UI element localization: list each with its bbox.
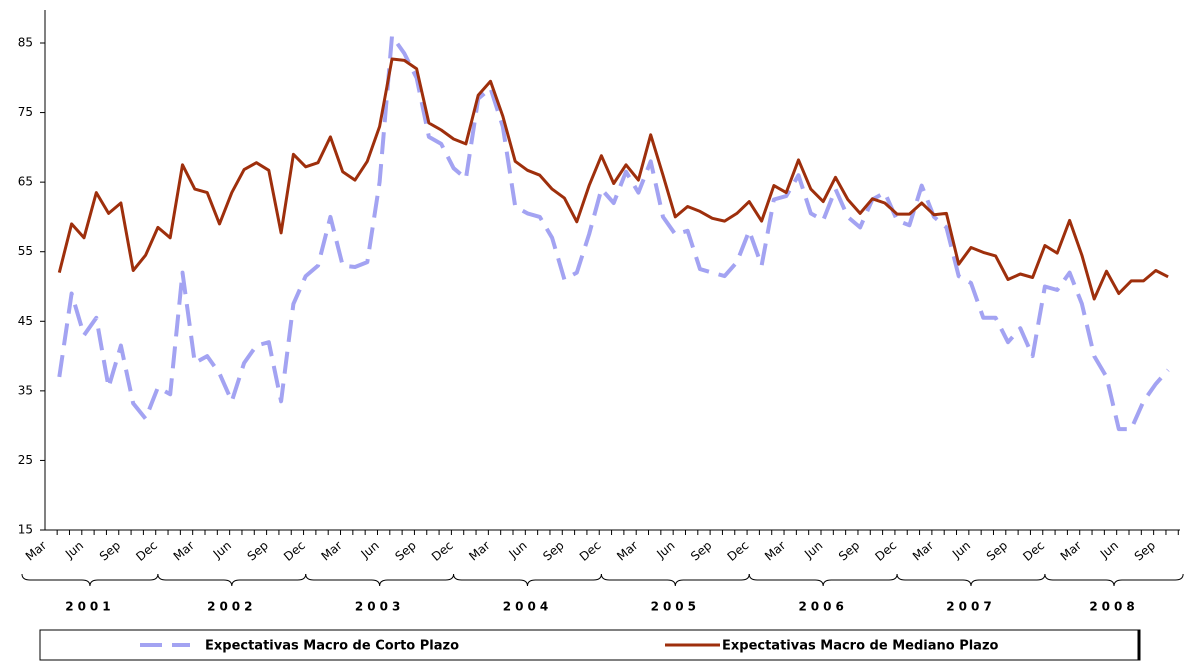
x-tick-label: Sep <box>836 538 862 563</box>
x-tick-label: Mar <box>23 538 49 563</box>
year-label: 2006 <box>798 600 847 614</box>
x-tick-label: Jun <box>949 538 973 561</box>
series-line <box>57 57 1169 301</box>
legend-label: Expectativas Macro de Mediano Plazo <box>722 639 999 654</box>
year-brace <box>21 573 159 587</box>
x-tick-label: Dec <box>872 538 899 564</box>
x-tick-label: Sep <box>984 538 1010 563</box>
year-brace <box>600 573 750 587</box>
y-tick-label: 45 <box>18 314 33 328</box>
y-tick-label: 25 <box>18 453 33 467</box>
x-tick-label: Mar <box>614 538 640 563</box>
x-tick-label: Mar <box>466 538 492 563</box>
x-tick-label: Mar <box>762 538 788 563</box>
x-tick-label: Sep <box>688 538 714 563</box>
year-label: 2002 <box>207 600 256 614</box>
x-tick-label: Dec <box>577 538 604 564</box>
year-brace <box>896 573 1046 587</box>
x-tick-label: Jun <box>62 538 86 561</box>
x-tick-label: Jun <box>653 538 677 561</box>
x-tick-label: Mar <box>910 538 936 563</box>
year-brace <box>157 573 307 587</box>
y-tick-label: 65 <box>18 175 33 189</box>
year-brace <box>305 573 455 587</box>
x-tick-label: Jun <box>358 538 382 561</box>
x-tick-label: Dec <box>133 538 160 564</box>
year-label: 2004 <box>503 600 552 614</box>
x-tick-label: Sep <box>245 538 271 563</box>
y-tick-label: 75 <box>18 105 33 119</box>
x-tick-label: Mar <box>171 538 197 563</box>
y-tick-label: 55 <box>18 244 33 258</box>
x-tick-label: Sep <box>540 538 566 563</box>
x-tick-label: Sep <box>392 538 418 563</box>
year-label: 2008 <box>1089 600 1138 614</box>
x-tick-label: Jun <box>1097 538 1121 561</box>
year-label: 2007 <box>946 600 995 614</box>
year-label: 2003 <box>355 600 404 614</box>
legend-label: Expectativas Macro de Corto Plazo <box>205 639 459 654</box>
x-tick-label: Mar <box>319 538 345 563</box>
year-brace <box>1044 573 1184 587</box>
x-tick-label: Mar <box>1058 538 1084 563</box>
y-tick-label: 85 <box>18 36 33 50</box>
x-tick-label: Jun <box>506 538 530 561</box>
year-brace <box>453 573 602 587</box>
x-tick-label: Dec <box>725 538 752 564</box>
y-tick-label: 15 <box>18 523 33 537</box>
x-tick-label: Jun <box>801 538 825 561</box>
year-label: 2001 <box>65 600 114 614</box>
y-tick-label: 35 <box>18 383 33 397</box>
x-tick-label: Dec <box>1020 538 1047 564</box>
x-tick-label: Dec <box>281 538 308 564</box>
legend-box <box>39 629 1141 661</box>
x-tick-label: Sep <box>97 538 123 563</box>
year-label: 2005 <box>651 600 700 614</box>
x-tick-label: Sep <box>1132 538 1158 563</box>
series-line <box>57 34 1170 432</box>
x-tick-label: Jun <box>210 538 234 561</box>
x-tick-label: Dec <box>429 538 456 564</box>
year-brace <box>748 573 898 587</box>
